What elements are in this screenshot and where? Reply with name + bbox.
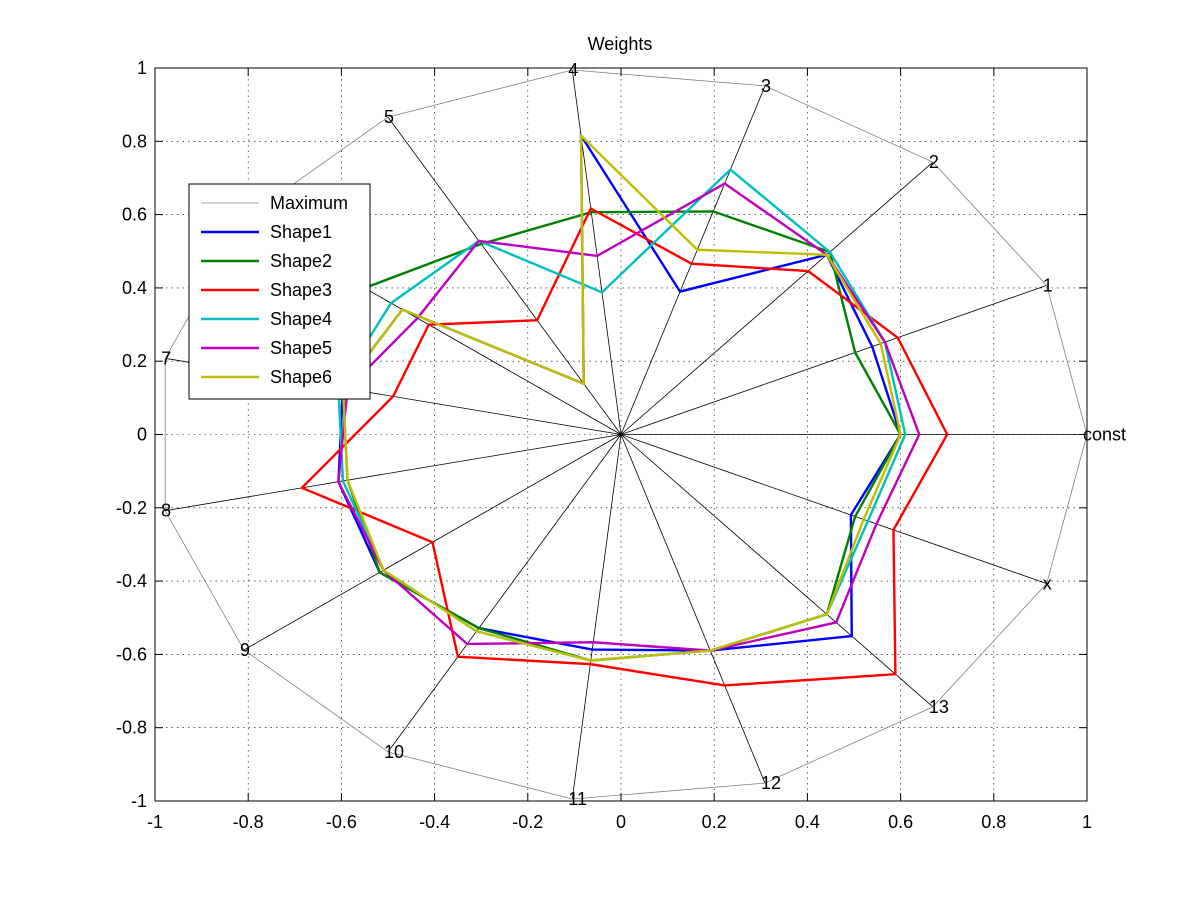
spoke-line: [620, 434, 1047, 584]
legend-box: [188, 183, 371, 400]
series-layer: [164, 69, 1088, 800]
spoke-line: [620, 434, 766, 784]
x-tick-label: -0.4: [419, 812, 450, 832]
series-shape3-polygon: [299, 206, 949, 687]
spoke-label: 9: [240, 640, 250, 660]
legend-label: Shape5: [270, 338, 332, 358]
spoke-label: 1: [1043, 275, 1053, 295]
spoke-label: 10: [384, 742, 404, 762]
legend-label: Shape3: [270, 280, 332, 300]
axes-frame: [154, 67, 1088, 802]
spoke-line: [620, 285, 1047, 435]
spoke-line: [571, 69, 622, 435]
spoke-labels: const12345678910111213x: [161, 60, 1126, 809]
legend-label: Shape1: [270, 222, 332, 242]
y-tick-label: -0.4: [116, 571, 147, 591]
spoke-line: [620, 434, 934, 708]
legend-label: Shape4: [270, 309, 332, 329]
y-tick-label: 1: [137, 58, 147, 78]
legend-label: Shape2: [270, 251, 332, 271]
spoke-line: [571, 434, 622, 800]
spoke-line: [387, 434, 622, 753]
y-tick-label: 0.4: [122, 278, 147, 298]
spoke-label: 3: [761, 76, 771, 96]
series-maximum-polygon: [164, 69, 1088, 800]
radar-spokes: [165, 69, 1087, 800]
spoke-label: 8: [161, 501, 171, 521]
y-tick-label: -0.2: [116, 498, 147, 518]
legend-label: Maximum: [270, 193, 348, 213]
legend-label: Shape6: [270, 367, 332, 387]
spoke-label: x: [1043, 574, 1052, 594]
chart-title: Weights: [588, 34, 653, 54]
legend: Maximum Shape1 Shape2 Shape3 Shape4 Shape5 Sha…: [188, 183, 371, 400]
x-tick-label: -0.8: [233, 812, 264, 832]
spoke-label: 11: [568, 789, 587, 809]
x-tick-label: -0.2: [512, 812, 543, 832]
x-tick-label: 1: [1082, 812, 1092, 832]
y-tick-label: -0.8: [116, 718, 147, 738]
y-tick-label: 0.6: [122, 205, 147, 225]
series-shape6-polygon: [341, 132, 902, 662]
spoke-label: 13: [929, 697, 949, 717]
x-tick-label: 0.6: [888, 812, 913, 832]
spoke-label: 5: [384, 107, 394, 127]
x-tick-label: 0.8: [981, 812, 1006, 832]
spoke-line: [165, 434, 622, 512]
y-tick-label: 0.2: [122, 351, 147, 371]
spoke-label: const: [1083, 425, 1126, 445]
spoke-label: 4: [568, 60, 578, 80]
y-tick-label: -1: [131, 791, 147, 811]
y-tick-label: -0.6: [116, 644, 147, 664]
y-tick-label: 0.8: [122, 131, 147, 151]
y-tick-label: 0: [137, 425, 147, 445]
spoke-line: [620, 85, 766, 435]
spoke-label: 7: [161, 348, 171, 368]
spoke-line: [620, 161, 934, 435]
x-tick-label: 0.4: [795, 812, 820, 832]
x-tick-label: 0: [616, 812, 626, 832]
spoke-label: 2: [929, 152, 939, 172]
x-tick-label: -1: [147, 812, 163, 832]
x-tick-label: 0.2: [702, 812, 727, 832]
spoke-label: 12: [761, 773, 781, 793]
spoke-line: [387, 116, 622, 435]
series-shape5-polygon: [337, 182, 921, 652]
tick-labels: -1 -0.8 -0.6 -0.4 -0.2 0 0.2 0.4 0.6 0.8 1 -1 -0.8 -0…: [116, 58, 1092, 832]
x-tick-label: -0.6: [326, 812, 357, 832]
